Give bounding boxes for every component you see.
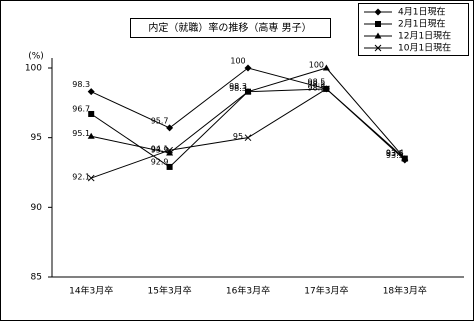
y-tick-label: 100 <box>25 64 42 74</box>
x-tick-label: 14年3月卒 <box>69 285 113 297</box>
x-tick-label: 17年3月卒 <box>304 285 348 297</box>
chart-title: 内定（就職）率の推移（高専 男子） <box>148 21 311 34</box>
data-label: 96.7 <box>72 104 90 113</box>
data-point <box>322 64 330 71</box>
data-label: 93.5 <box>386 149 404 158</box>
legend-label: 12月1日現在 <box>398 30 451 42</box>
data-label: 98.3 <box>72 80 90 89</box>
data-point <box>87 132 95 139</box>
data-point <box>244 64 252 72</box>
data-label: 95.1 <box>72 129 90 138</box>
data-point <box>88 110 95 117</box>
data-point <box>87 174 95 182</box>
x-tick-label: 18年3月卒 <box>383 285 427 297</box>
data-label: 93.4 <box>386 148 404 157</box>
data-point <box>166 124 174 132</box>
x-tick-label: 15年3月卒 <box>148 285 192 297</box>
data-label: 93.5 <box>386 151 404 160</box>
legend-label: 10月1日現在 <box>398 42 451 54</box>
y-axis-label: (%) <box>28 52 44 62</box>
legend-label: 4月1日現在 <box>398 6 445 18</box>
data-point <box>323 85 330 93</box>
legend-marker <box>374 44 382 52</box>
data-label: 98.3 <box>229 82 247 91</box>
y-tick-label: 85 <box>31 273 42 283</box>
data-label: 95 <box>233 132 243 141</box>
data-point <box>166 163 173 170</box>
data-label: 100 <box>230 57 245 66</box>
data-label: 94.1 <box>151 145 169 154</box>
data-point <box>166 149 174 156</box>
data-label: 92.1 <box>72 173 90 182</box>
data-label: 98.5 <box>307 79 325 88</box>
data-label: 95.7 <box>151 116 169 125</box>
data-label: 92.9 <box>151 157 169 166</box>
legend-label: 2月1日現在 <box>398 18 445 30</box>
data-label: 98.5 <box>307 77 325 86</box>
data-label: 100 <box>309 61 324 70</box>
y-tick-label: 90 <box>31 203 43 213</box>
data-point <box>401 155 409 162</box>
y-tick-label: 95 <box>31 133 42 143</box>
data-label: 98.3 <box>229 84 247 93</box>
data-point <box>166 146 173 154</box>
x-tick-label: 16年3月卒 <box>226 285 270 297</box>
legend-marker <box>374 32 382 39</box>
series-line <box>91 88 327 179</box>
data-label: 93.9 <box>151 145 169 154</box>
title-box <box>130 18 331 38</box>
data-point <box>244 134 252 142</box>
legend-marker <box>374 8 382 16</box>
data-point <box>87 88 95 96</box>
data-point <box>244 88 252 95</box>
legend-marker <box>375 21 381 27</box>
data-label: 98.5 <box>307 83 325 92</box>
